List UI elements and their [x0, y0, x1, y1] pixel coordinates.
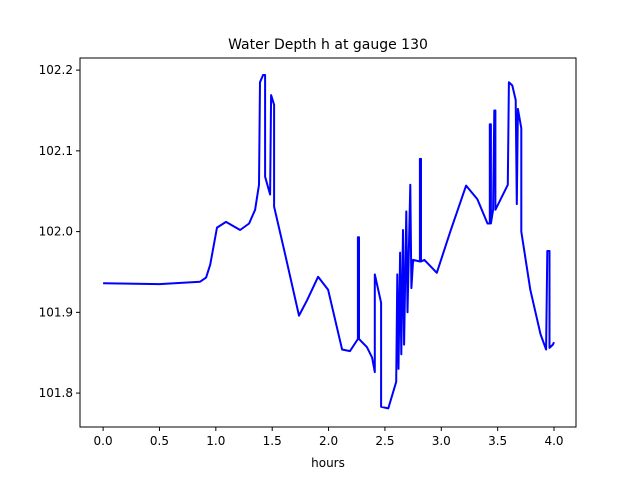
y-tick-label: 102.0 [39, 225, 73, 239]
chart-title: Water Depth h at gauge 130 [228, 37, 428, 53]
x-tick-label: 1.5 [263, 434, 282, 448]
x-tick-label: 2.5 [375, 434, 394, 448]
axes-frame [79, 57, 577, 428]
y-tick-label: 101.9 [39, 305, 73, 319]
y-axis: 101.8 101.9 102.0 102.1 102.2 [39, 63, 80, 400]
x-axis-label: hours [311, 456, 345, 470]
y-tick-label: 102.2 [39, 63, 73, 77]
x-tick-label: 4.0 [544, 434, 563, 448]
y-tick-label: 101.8 [39, 386, 73, 400]
x-tick-label: 3.0 [432, 434, 451, 448]
x-tick-label: 3.5 [488, 434, 507, 448]
x-tick-label: 0.5 [150, 434, 169, 448]
x-tick-label: 2.0 [319, 434, 338, 448]
plot-area [103, 74, 555, 410]
y-tick-label: 102.1 [39, 144, 73, 158]
series-line-h [103, 74, 555, 410]
x-tick-label: 0.0 [94, 434, 113, 448]
x-tick-label: 1.0 [206, 434, 225, 448]
x-axis: 0.0 0.5 1.0 1.5 2.0 2.5 3.0 3.5 4.0 [94, 427, 564, 448]
